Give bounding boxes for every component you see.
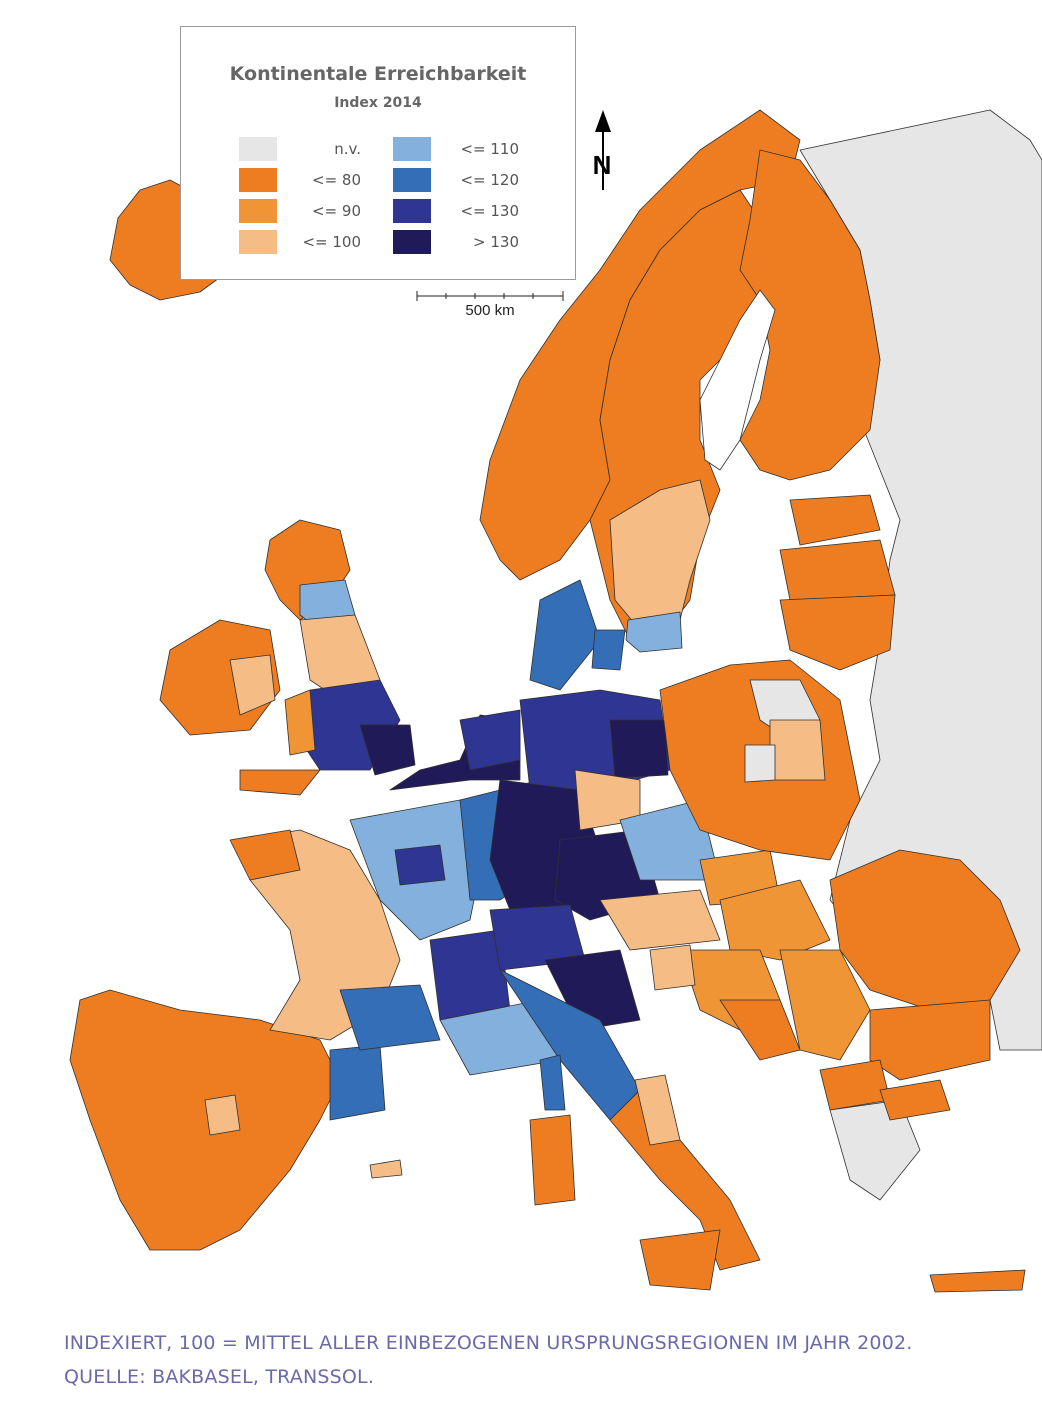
legend: Kontinentale Erreichbarkeit Index 2014 n… [180,26,576,280]
north-label: N [593,150,612,180]
region-brittany [229,829,301,881]
region-crete [929,1269,1026,1293]
region-corsica [539,1054,566,1111]
scale-ruler [416,291,564,301]
region-ireland-east [229,654,276,716]
region-london [359,724,416,776]
region-latvia [779,539,896,601]
region-denmark [529,579,601,691]
legend-swatch [393,137,431,161]
region-paris [394,844,446,886]
legend-label: <= 120 [460,171,519,189]
europe-accessibility-map [69,109,1042,1293]
footnote-source: QUELLE: BAKBASEL, TRANSSOL. [64,1366,375,1388]
legend-label: <= 90 [312,202,361,220]
legend-swatch [393,199,431,223]
region-austria [599,889,721,951]
region-slovenia [649,944,696,991]
legend-label: <= 80 [312,171,361,189]
legend-subtitle: Index 2014 [334,95,422,111]
legend-label: > 130 [473,233,519,251]
region-lithuania [779,594,896,671]
footnote-index-note: INDEXIERT, 100 = MITTEL ALLER EINBEZOGEN… [64,1332,913,1354]
legend-swatch [393,230,431,254]
region-serbia [779,949,871,1061]
region-sweden-south [609,479,711,631]
region-sardinia [529,1114,576,1206]
region-iberia [69,989,341,1251]
region-finland [739,149,881,481]
region-bosnia [719,999,801,1061]
region-madrid [204,1094,241,1136]
region-netherlands [459,709,521,771]
region-sweden-skane [625,611,683,653]
region-bulgaria [869,999,991,1081]
region-wales [284,689,316,756]
region-greece [879,1079,951,1121]
legend-label: <= 130 [460,202,519,220]
legend-swatch [239,199,277,223]
region-warsaw-nv [744,744,776,783]
region-midi [339,984,441,1051]
scale-bar: 500 km [416,288,564,328]
region-sicily [639,1229,721,1291]
legend-label: <= 100 [302,233,361,251]
north-arrow-icon: N [588,110,618,192]
region-macedonia [819,1059,891,1111]
region-catalonia [329,1044,386,1121]
region-denmark-islands [591,629,626,671]
legend-swatch [239,168,277,192]
legend-label: <= 110 [460,140,519,158]
legend-swatch [239,230,277,254]
region-italy-central [634,1074,681,1146]
gulf-of-bothnia [699,289,776,471]
region-estonia [789,494,881,546]
region-germany-berlin [609,719,669,779]
region-baleares [369,1159,403,1179]
legend-label: n.v. [334,140,361,158]
scale-label: 500 km [465,302,515,319]
region-poland-center [769,719,826,781]
legend-swatch [393,168,431,192]
region-cornwall [239,769,321,796]
legend-title: Kontinentale Erreichbarkeit [229,63,527,85]
region-romania [829,849,1021,1011]
legend-swatch [239,137,277,161]
